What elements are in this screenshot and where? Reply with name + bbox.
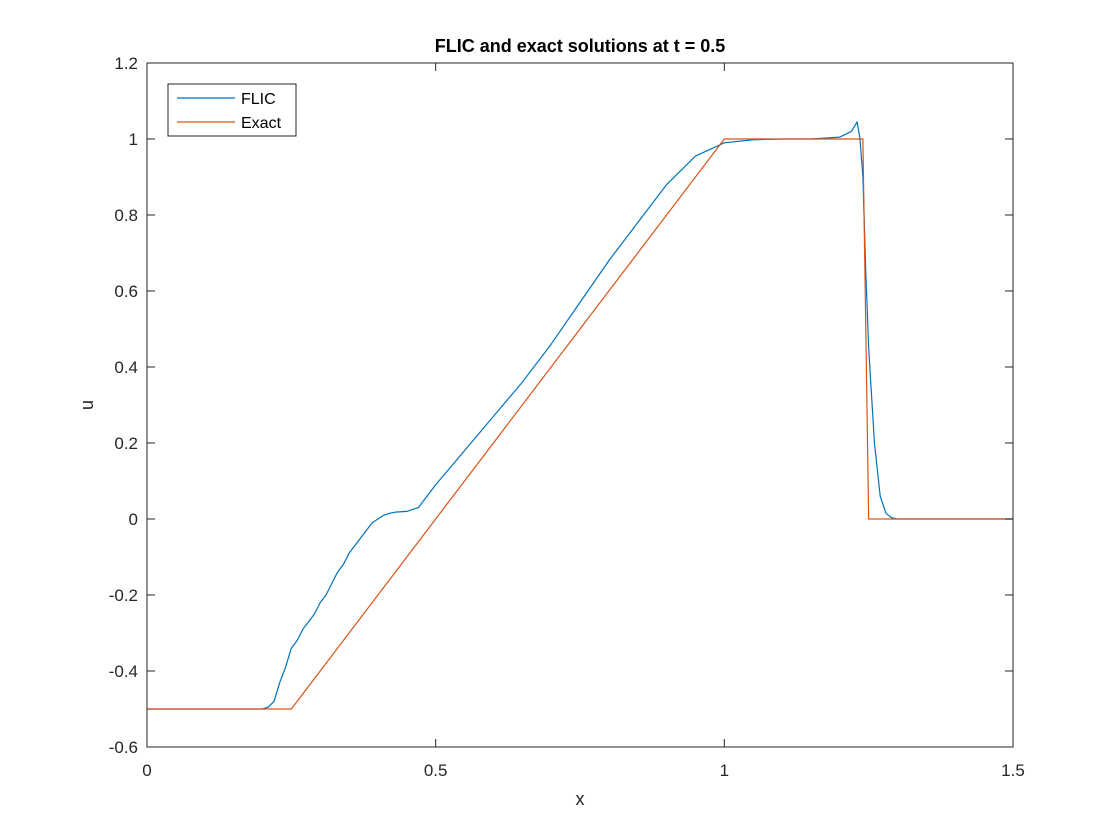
x-tick-label: 1.5 [1001,761,1025,780]
x-tick-label: 1 [720,761,729,780]
plot-area-background [147,63,1013,747]
y-tick-label: -0.6 [109,738,138,757]
plot-area-frame [146,62,1014,748]
ticks-layer: 0 0.5 1 1.5 -0.6 -0.4 -0.2 0 0.2 0.4 0.6 0.8 1 1.2 [109,54,1025,780]
y-axis-label: u [77,400,97,410]
y-tick-label: -0.4 [109,662,138,681]
chart-title: FLIC and exact solutions at t = 0.5 [435,36,726,56]
legend: FLIC Exact [167,83,297,137]
series-layer [147,121,1013,710]
y-tick-label: 0.8 [114,206,138,225]
y-tick-label: 1.2 [114,54,138,73]
y-tick-label: 0.6 [114,282,138,301]
series-line-exact [147,138,1013,710]
y-tick-label: 1 [129,130,138,149]
legend-label-exact: Exact [241,115,282,132]
y-tick-label: 0 [129,510,138,529]
y-tick-label: -0.2 [109,586,138,605]
y-tick-label: 0.4 [114,358,138,377]
legend-label-flic: FLIC [241,91,276,108]
y-tick-label: 0.2 [114,434,138,453]
x-axis-label: x [576,789,585,809]
x-tick-label: 0 [142,761,151,780]
legend-box [167,83,297,137]
x-tick-label: 0.5 [424,761,448,780]
